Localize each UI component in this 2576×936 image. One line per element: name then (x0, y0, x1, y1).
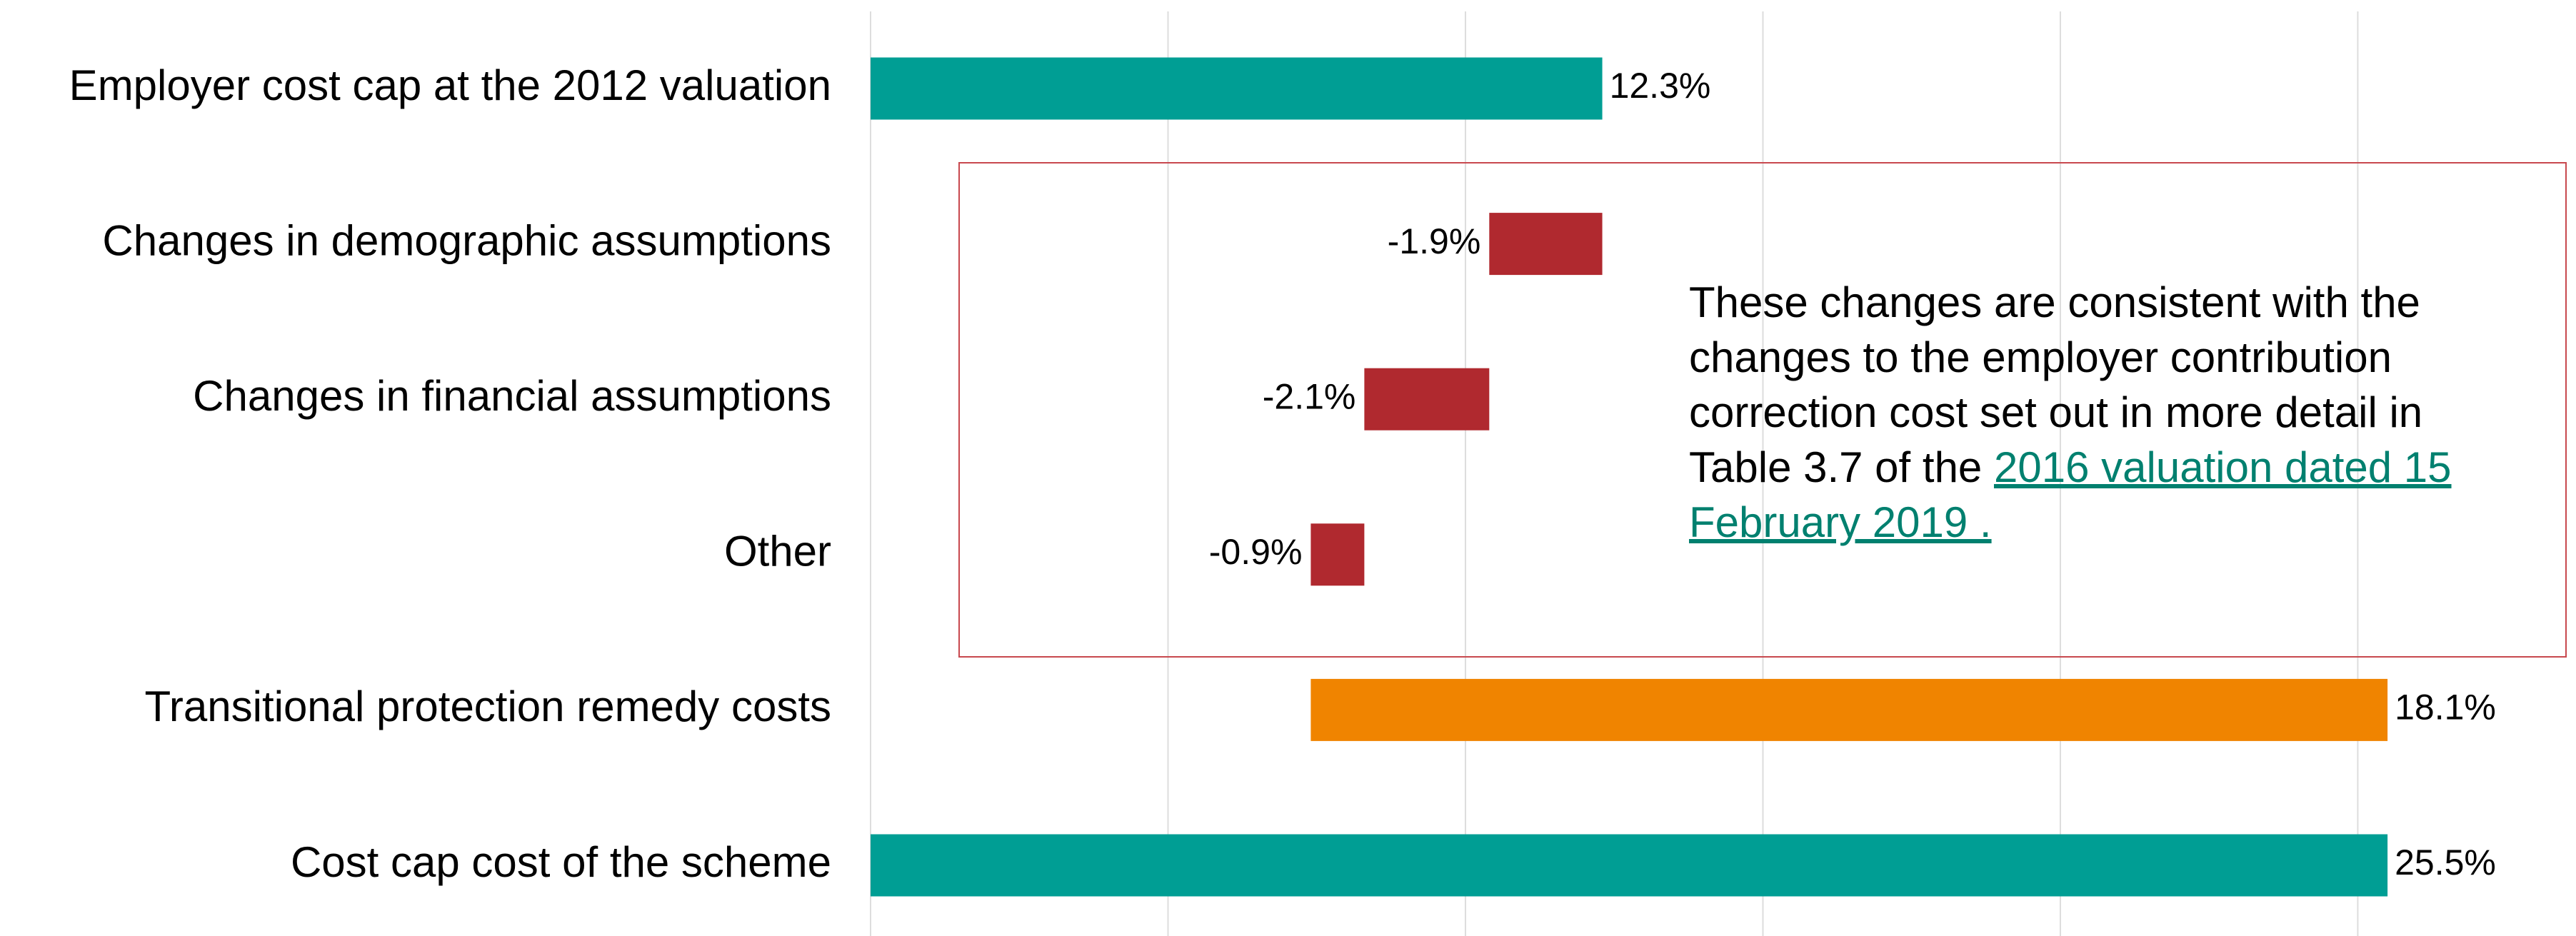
bar (871, 834, 2388, 897)
annotation-box (958, 162, 2567, 658)
category-label: Other (724, 528, 831, 575)
value-label: -2.1% (1263, 376, 1356, 416)
bar (1310, 523, 1365, 586)
value-label: 12.3% (1610, 66, 1711, 106)
category-label: Changes in financial assumptions (193, 372, 831, 420)
annotation-text: These changes are consistent with the ch… (1689, 278, 2423, 491)
bar (1489, 213, 1603, 276)
annotation-link[interactable]: 2016 valuation dated 15 February 2019 . (1689, 443, 2452, 546)
value-label: -0.9% (1209, 532, 1303, 572)
bar (1364, 368, 1490, 431)
value-label: 25.5% (2395, 842, 2496, 882)
annotation: These changes are consistent with the ch… (1689, 275, 2517, 550)
value-label: -1.9% (1388, 221, 1481, 261)
category-label: Changes in demographic assumptions (102, 216, 831, 264)
category-label: Employer cost cap at the 2012 valuation (69, 61, 831, 109)
bar (871, 57, 1603, 120)
category-label: Cost cap cost of the scheme (291, 838, 831, 886)
category-label: Transitional protection remedy costs (144, 683, 831, 730)
value-label: 18.1% (2395, 688, 2496, 728)
bar (1310, 678, 2388, 741)
